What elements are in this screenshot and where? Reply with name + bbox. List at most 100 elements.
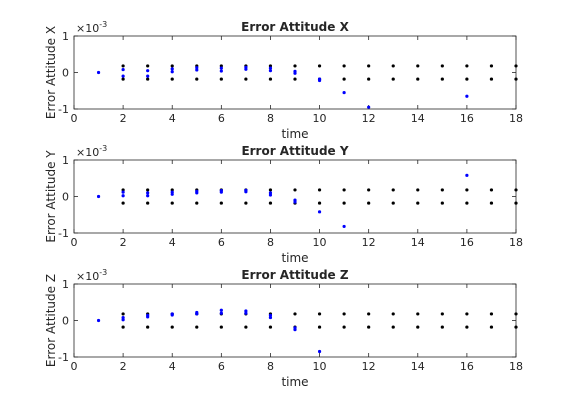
chart-2-bound-point xyxy=(342,325,346,329)
chart-1-error-point xyxy=(170,192,174,196)
chart-0-error-point xyxy=(195,66,199,70)
chart-0-x-tick-label: 10 xyxy=(313,112,327,125)
chart-1-error-point xyxy=(96,194,101,199)
chart-0-error-point xyxy=(146,69,150,73)
chart-1-title: Error Attitude Y xyxy=(241,144,348,158)
chart-0-x-tick-label: 16 xyxy=(460,112,474,125)
chart-0-bound-point xyxy=(268,77,273,81)
chart-2-bound-point xyxy=(465,312,469,316)
chart-0-bound-point xyxy=(489,77,494,81)
chart-1-error-point xyxy=(342,224,346,229)
chart-2-error-point xyxy=(219,311,223,315)
chart-2-error-point xyxy=(219,308,223,312)
chart-2-error-point xyxy=(146,315,150,319)
chart-0-bound-point xyxy=(514,77,518,81)
chart-1-bound-point xyxy=(170,201,174,205)
chart-0-error-point xyxy=(268,69,273,73)
chart-2-bound-point xyxy=(195,325,199,329)
chart-1-y-exponent-power: -3 xyxy=(99,144,107,153)
chart-1-bound-point xyxy=(244,201,248,205)
chart-2-title: Error Attitude Z xyxy=(241,268,348,282)
chart-0-error-point xyxy=(317,78,322,83)
chart-2-bound-point xyxy=(342,312,346,316)
chart-0-x-tick-label: 0 xyxy=(71,112,78,125)
chart-0-error-point xyxy=(170,70,174,74)
chart-1-bound-point xyxy=(440,201,444,205)
chart-2-x-tick-label: 18 xyxy=(509,360,523,373)
chart-0-bound-point xyxy=(391,64,395,68)
chart-0-error-point xyxy=(121,67,125,72)
chart-2-bound-point xyxy=(416,312,420,316)
chart-1-x-tick-label: 10 xyxy=(313,236,327,249)
chart-2-x-tick-label: 0 xyxy=(71,360,78,373)
chart-0-bound-point xyxy=(367,64,371,68)
chart-0-bound-point xyxy=(342,77,346,81)
chart-2-x-axis-label: time xyxy=(281,375,308,389)
chart-1-y-exponent: ×10-3 xyxy=(76,144,107,159)
chart-2-x-tick-label: 4 xyxy=(169,360,176,373)
chart-0-error-point xyxy=(293,71,297,75)
chart-1-error-point xyxy=(170,190,174,194)
chart-2-x-tick-label: 8 xyxy=(267,360,274,373)
chart-0-y-tick-label: 1 xyxy=(62,30,69,43)
chart-1-bound-point xyxy=(465,188,469,192)
chart-0-bound-point xyxy=(465,77,469,81)
chart-1-bound-point xyxy=(268,201,273,205)
chart-0-error-point xyxy=(244,65,248,69)
chart-0-x-tick-label: 18 xyxy=(509,112,523,125)
chart-2-error-point xyxy=(121,315,125,320)
chart-0-bound-point xyxy=(268,64,273,68)
chart-2-bound-point xyxy=(489,325,494,329)
chart-2-bound-point xyxy=(367,325,371,329)
chart-1-plot-area xyxy=(73,159,517,234)
chart-2-bound-point xyxy=(391,312,395,316)
chart-1-error-point xyxy=(244,190,248,194)
subplot-error-attitude-z: Error Attitude Z0 2 4 6 8 10 12 14 16 18-101×10-3… xyxy=(44,268,523,389)
chart-1-bound-point xyxy=(146,188,150,192)
chart-2-error-point xyxy=(195,312,199,316)
chart-1-bound-point xyxy=(170,188,174,192)
chart-1-y-tick-label: -1 xyxy=(58,227,69,240)
chart-0-bound-point xyxy=(416,64,420,68)
chart-1-bound-point xyxy=(219,201,223,205)
chart-0-bound-point xyxy=(293,77,297,81)
chart-1-bound-point xyxy=(317,201,322,205)
chart-2-bound-point xyxy=(146,325,150,329)
chart-2-bound-point xyxy=(465,325,469,329)
chart-2-y-tick-label: 0 xyxy=(62,315,69,328)
chart-2-bound-point xyxy=(244,325,248,329)
chart-1-bound-point xyxy=(391,201,395,205)
chart-1-x-tick-label: 12 xyxy=(362,236,376,249)
chart-2-bound-point xyxy=(268,325,273,329)
chart-1-bound-point xyxy=(416,188,420,192)
chart-2-bound-point xyxy=(219,325,223,329)
chart-2-error-point xyxy=(268,313,273,317)
chart-0-bound-point xyxy=(121,64,125,68)
chart-0-bound-point xyxy=(170,77,174,81)
chart-0-bound-point xyxy=(244,77,248,81)
chart-1-bound-point xyxy=(121,201,125,205)
chart-2-error-point xyxy=(244,309,248,313)
chart-0-bound-point xyxy=(440,77,444,81)
chart-1-error-point xyxy=(268,193,273,197)
chart-1-bound-point xyxy=(440,188,444,192)
chart-1-error-point xyxy=(465,173,469,177)
chart-0-bound-point xyxy=(440,64,444,68)
chart-0-bound-point xyxy=(195,77,199,81)
chart-1-bound-point xyxy=(317,188,322,192)
chart-2-y-exponent-power: -3 xyxy=(99,268,107,277)
chart-1-bound-point xyxy=(146,201,150,205)
chart-1-bound-point xyxy=(514,201,518,205)
chart-2-y-axis-label: Error Attitude Z xyxy=(44,274,58,367)
chart-0-bound-point xyxy=(317,64,322,68)
chart-1-x-tick-label: 16 xyxy=(460,236,474,249)
chart-0-bound-point xyxy=(489,64,494,68)
chart-2-bound-point xyxy=(317,325,322,329)
chart-1-bound-point xyxy=(268,188,273,192)
chart-2-error-point xyxy=(293,328,297,332)
chart-1-bound-point xyxy=(367,201,371,205)
chart-0-y-exponent: ×10-3 xyxy=(76,20,107,35)
chart-2-y-exponent-base: ×10 xyxy=(76,270,99,283)
chart-1-x-tick-label: 0 xyxy=(71,236,78,249)
